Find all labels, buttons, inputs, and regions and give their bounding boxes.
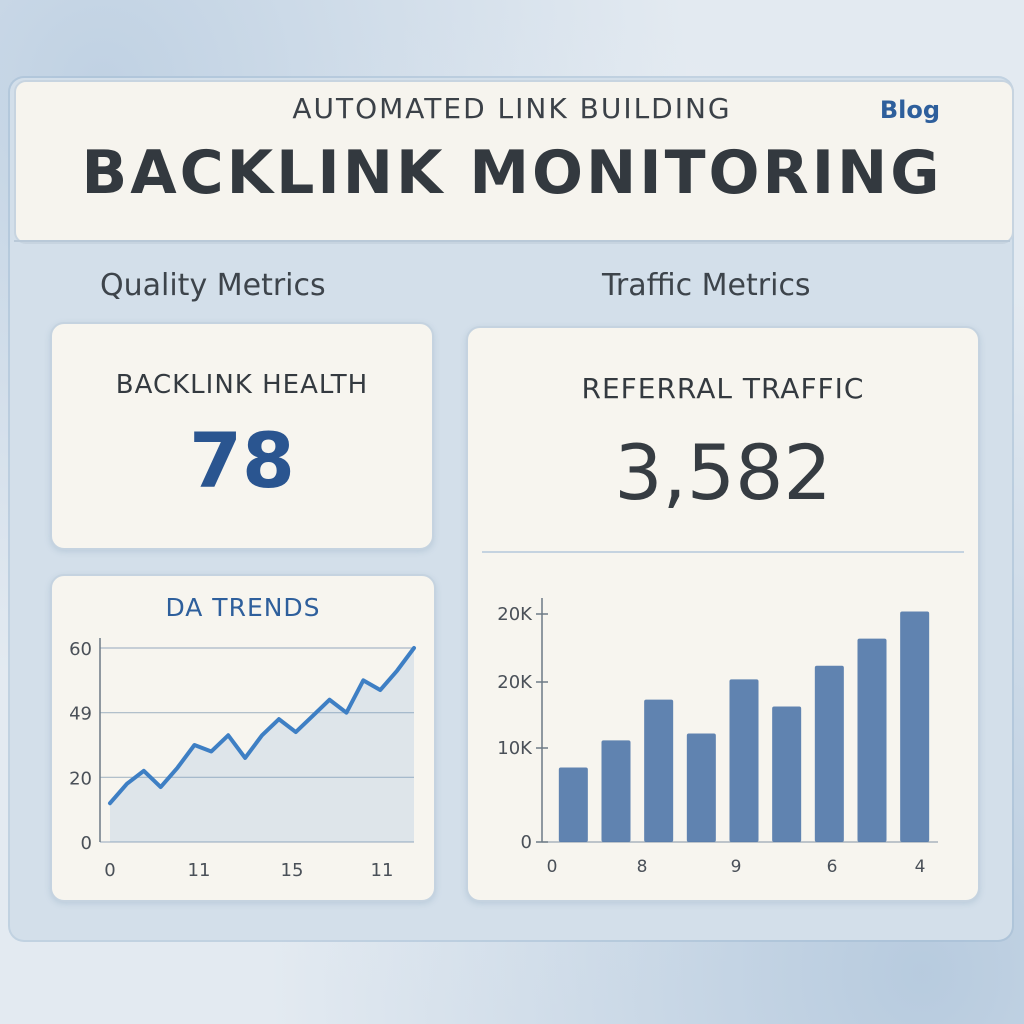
traffic-bar [558,767,588,842]
referral-traffic-value: 3,582 [614,428,832,517]
header-divider [14,240,1010,242]
da-trends-chart: DA TRENDS 0 20 49 60 0 11 15 11 [69,593,416,881]
traffic-bar [814,665,844,842]
blog-link[interactable]: Blog [879,96,940,124]
bar-x-tick-label: 8 [637,857,648,877]
da-x-tick-label: 11 [188,860,211,881]
bar-y-tick-label: 10K [497,738,533,759]
referral-traffic-label: REFERRAL TRAFFIC [581,372,865,405]
page-subtitle: AUTOMATED LINK BUILDING [292,92,732,125]
da-trend-line [108,646,416,806]
da-trends-card[interactable]: DA TRENDS 0 20 49 60 0 11 15 11 [50,574,436,902]
da-trends-title: DA TRENDS [165,593,320,622]
bar-x-tick-label: 9 [731,857,742,877]
page-header [14,80,1014,244]
da-trend-area [110,648,414,842]
bar-x-tick-label: 4 [915,857,926,877]
bar-y-tick-label: 20K [497,604,533,625]
traffic-bar [857,638,887,842]
traffic-bar [772,706,802,842]
da-y-tick-label: 0 [81,833,92,854]
backlink-health-label: BACKLINK HEALTH [115,370,369,400]
quality-metrics-heading: Quality Metrics [100,268,326,303]
da-x-tick-label: 0 [104,860,115,881]
bar-x-tick-label: 6 [827,857,838,877]
da-y-tick-label: 60 [69,639,92,660]
bar-x-tick-label: 0 [547,857,558,877]
page-title: BACKLINK MONITORING [81,138,943,208]
backlink-health-value: 78 [189,416,295,505]
traffic-bar [644,699,674,842]
referral-traffic-card[interactable]: REFERRAL TRAFFIC 3,582 0 10K 20K 20K 0 8 9 6 4 [466,326,980,902]
da-y-tick-label: 20 [69,768,92,789]
traffic-bar [686,733,716,842]
da-y-tick-label: 49 [69,704,92,725]
da-x-tick-label: 11 [371,860,394,881]
traffic-metrics-heading: Traffic Metrics [602,268,811,303]
traffic-bar [601,740,631,842]
bar-y-tick-label: 0 [521,832,532,853]
traffic-bar [900,611,930,842]
referral-traffic-chart: 0 10K 20K 20K 0 8 9 6 4 [482,551,964,877]
da-x-tick-label: 15 [281,860,304,881]
backlink-health-card[interactable]: BACKLINK HEALTH 78 [50,322,434,550]
traffic-bar [729,679,759,842]
bar-y-tick-label: 20K [497,672,533,693]
